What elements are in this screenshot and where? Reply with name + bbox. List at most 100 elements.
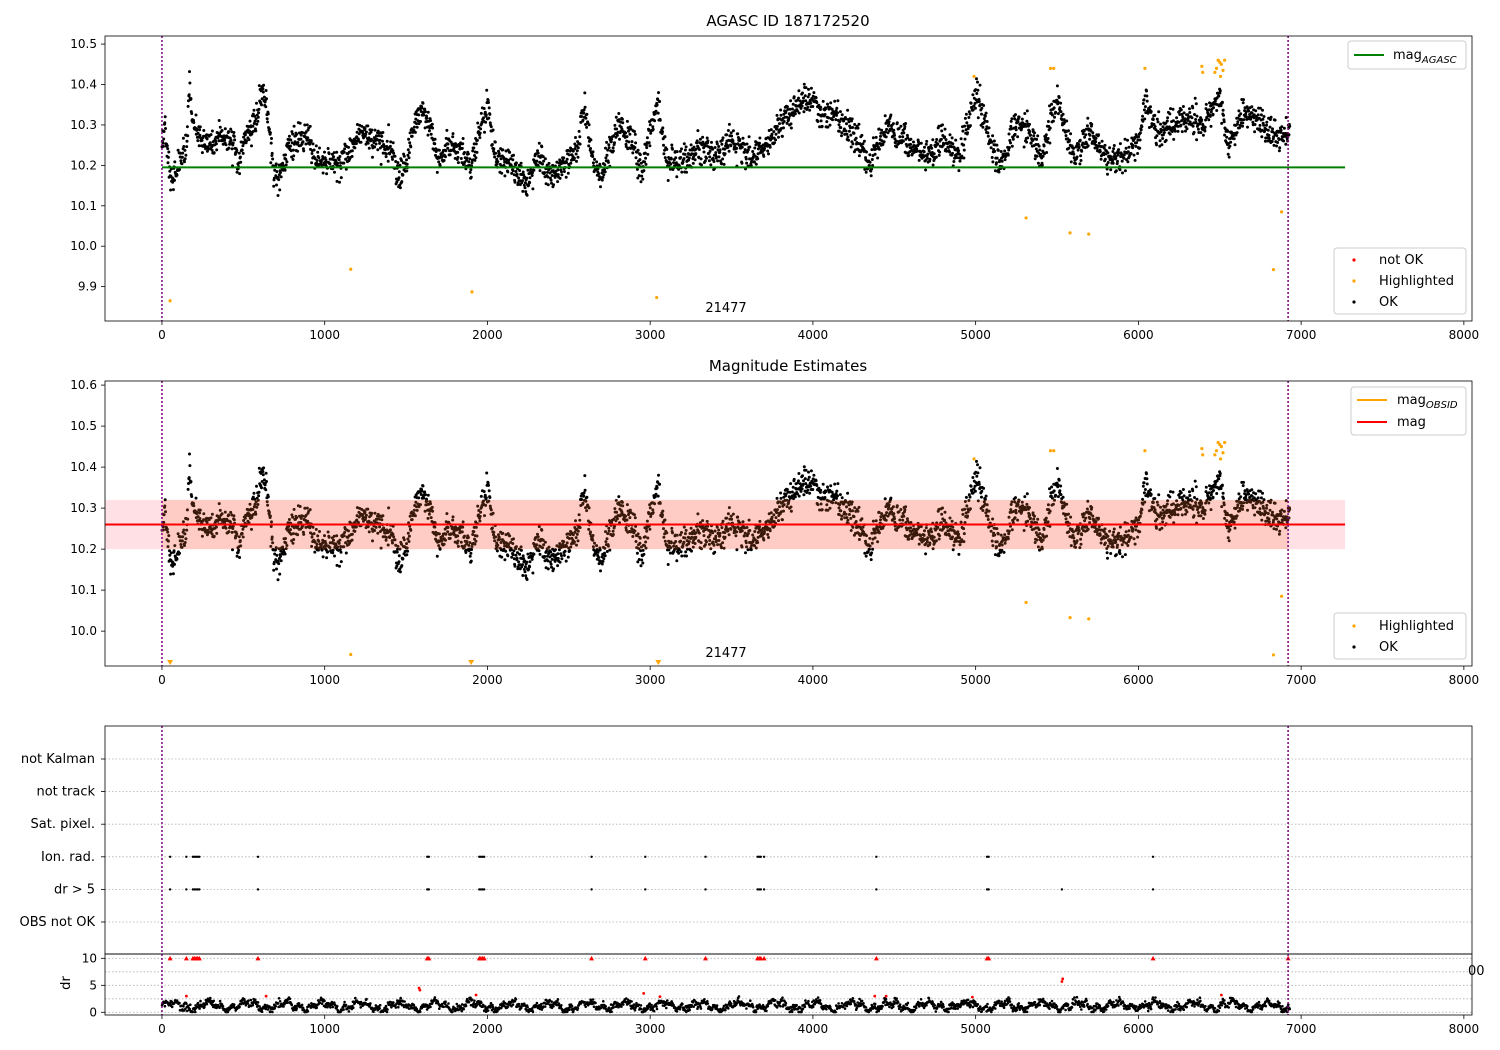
ok-point	[197, 144, 201, 148]
ok-point	[717, 145, 721, 148]
ok-point	[683, 532, 687, 536]
ok-point	[674, 540, 678, 543]
ok-point	[495, 549, 499, 553]
ok-point	[905, 144, 909, 148]
ok-point	[494, 535, 498, 539]
ok-point	[270, 137, 273, 140]
ok-point	[1173, 129, 1177, 133]
ok-point	[714, 534, 718, 538]
ok-point	[187, 93, 191, 97]
ok-point	[494, 151, 498, 155]
ok-point	[232, 134, 236, 138]
ok-point	[398, 186, 402, 190]
ok-point	[675, 150, 679, 154]
ok-point	[656, 111, 660, 115]
ok-point	[775, 496, 779, 500]
ok-point	[657, 473, 660, 477]
ok-point	[630, 140, 634, 144]
highlighted-point	[1271, 268, 1276, 272]
ok-point	[530, 174, 534, 177]
ok-point	[271, 157, 275, 161]
ok-point	[992, 139, 996, 143]
ok-point	[846, 108, 850, 112]
ok-point	[381, 514, 385, 518]
ok-point	[526, 168, 530, 172]
ok-point	[713, 146, 717, 149]
ok-point	[1017, 115, 1021, 119]
ok-point	[253, 119, 257, 123]
ok-point	[166, 545, 170, 549]
ok-point	[279, 175, 283, 179]
ok-point	[760, 150, 764, 154]
ok-point	[407, 534, 411, 538]
ok-point	[1284, 116, 1288, 119]
ok-point	[709, 547, 713, 551]
ok-point	[182, 528, 186, 532]
ok-point	[252, 108, 256, 112]
ok-point	[751, 533, 755, 537]
ok-point	[1117, 148, 1121, 152]
ok-point	[482, 116, 485, 120]
ok-point	[186, 104, 190, 108]
ok-point	[227, 513, 231, 517]
ok-point	[232, 514, 236, 518]
ok-point	[1126, 138, 1129, 142]
ok-point	[487, 499, 491, 503]
ok-point	[386, 159, 390, 163]
ok-point	[1192, 130, 1196, 134]
ok-point	[938, 150, 942, 154]
ok-point	[380, 134, 384, 138]
ok-point	[802, 110, 806, 114]
ok-point	[451, 515, 455, 519]
ok-point	[528, 176, 532, 180]
ok-point	[445, 512, 449, 516]
ok-point	[301, 514, 305, 518]
ok-point	[229, 127, 233, 131]
ok-point	[691, 161, 695, 165]
ok-point	[955, 156, 959, 160]
ok-point	[1124, 146, 1128, 150]
ok-point	[166, 147, 170, 151]
ok-point	[639, 161, 643, 165]
ok-point	[1077, 145, 1081, 149]
ok-point	[800, 104, 804, 108]
ok-point	[270, 535, 274, 539]
ok-point	[380, 518, 384, 522]
ok-point	[665, 147, 669, 151]
ok-point	[473, 154, 476, 157]
ok-point	[793, 495, 797, 499]
ok-point	[521, 189, 525, 193]
ok-point	[262, 466, 266, 470]
ok-point	[932, 152, 936, 156]
ok-point	[200, 534, 204, 538]
ok-point	[665, 531, 669, 535]
ok-point	[624, 145, 628, 149]
ok-point	[645, 529, 649, 533]
ok-point	[1218, 89, 1222, 93]
ok-point	[407, 137, 411, 141]
ok-point	[727, 149, 731, 153]
ok-point	[451, 135, 455, 139]
ok-point	[456, 544, 460, 548]
ok-point	[180, 545, 184, 549]
ok-point	[302, 149, 306, 153]
ok-point	[433, 525, 437, 529]
ok-point	[444, 155, 447, 159]
ok-point	[628, 125, 632, 129]
ok-point	[661, 126, 665, 130]
ok-point	[1120, 159, 1124, 163]
ok-point	[535, 159, 539, 163]
ok-point	[1241, 124, 1244, 128]
ok-point	[1038, 148, 1042, 152]
ok-point	[336, 161, 340, 165]
ok-point	[1045, 151, 1049, 154]
ok-point	[1051, 119, 1055, 123]
ok-point	[1193, 113, 1196, 116]
ok-point	[251, 112, 255, 116]
ok-point	[879, 131, 883, 135]
ok-point	[1168, 112, 1172, 116]
ok-point	[575, 532, 579, 536]
ok-point	[675, 559, 679, 563]
ok-point	[585, 509, 589, 513]
ok-point	[789, 122, 793, 126]
